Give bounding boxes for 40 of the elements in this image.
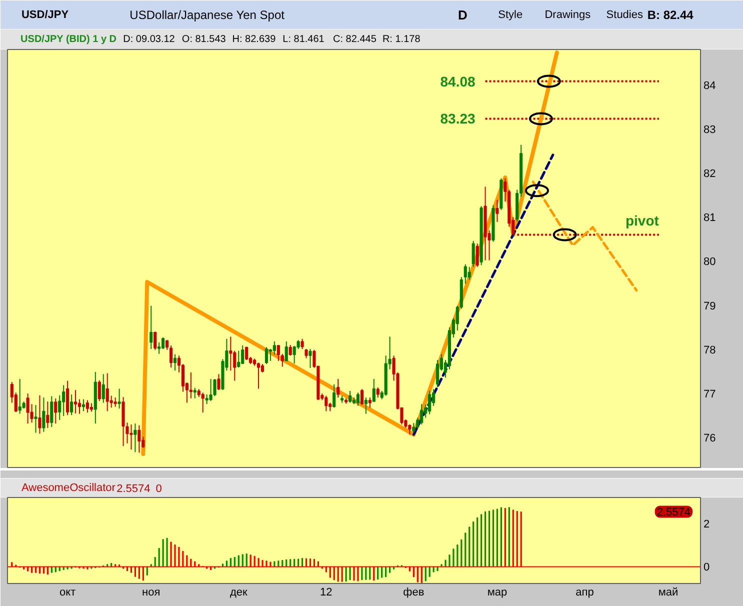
text: D: 09.03.12 xyxy=(123,34,176,45)
y-tick-label: 80 xyxy=(704,256,716,268)
text: 0 xyxy=(156,483,162,495)
text: C: 82.445 xyxy=(333,34,377,45)
y-tick-label: 2 xyxy=(704,518,710,531)
x-tick-label: окт xyxy=(60,586,76,598)
text: B: 82.44 xyxy=(647,8,694,22)
y-tick-label: 76 xyxy=(704,432,716,445)
x-tick-label: дек xyxy=(230,586,248,598)
y-tick-label: 77 xyxy=(704,388,716,401)
x-tick-label: 12 xyxy=(320,586,332,598)
y-tick-label: 79 xyxy=(704,300,716,312)
text: Style xyxy=(498,9,523,21)
y-tick-label: 82 xyxy=(704,168,716,180)
x-tick-label: мар xyxy=(487,586,508,598)
y-tick-label: 0 xyxy=(704,562,710,574)
text: USD/JPY xyxy=(21,9,70,21)
text: D xyxy=(458,8,468,22)
text: O: 81.543 xyxy=(182,34,226,45)
y-tick-label: 78 xyxy=(704,344,716,356)
x-tick-label: апр xyxy=(576,586,594,598)
x-tick-label: ноя xyxy=(142,586,160,598)
x-tick-label: май xyxy=(658,586,678,598)
text: R: 1.178 xyxy=(382,34,421,45)
text: H: 82.639 xyxy=(232,34,276,45)
text: L: 81.461 xyxy=(282,34,325,45)
y-tick-label: 81 xyxy=(704,212,716,224)
chart-title: USDollar/Japanese Yen Spot xyxy=(130,8,286,22)
chart-subtitle: USD/JPY (BID) 1 y D xyxy=(20,34,117,45)
ref-line-label: pivot xyxy=(625,212,660,229)
x-tick-label: фев xyxy=(403,586,424,598)
ref-line-label: 83.23 xyxy=(440,110,476,127)
text: Studies xyxy=(606,9,644,21)
text: Drawings xyxy=(544,9,592,21)
y-tick-label: 83 xyxy=(704,124,716,136)
chart-title: AwesomeOscillator xyxy=(21,482,116,494)
y-tick-label: 84 xyxy=(704,80,716,92)
ref-line-label: 84.08 xyxy=(440,73,476,90)
annotation: 2.5574 xyxy=(656,506,691,519)
text: 2.5574 xyxy=(116,483,150,495)
